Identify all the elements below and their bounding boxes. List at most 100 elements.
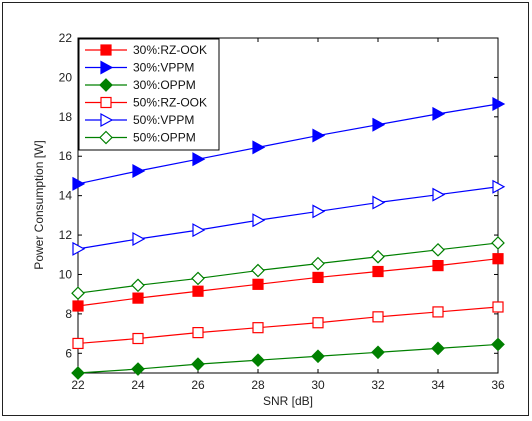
data-point bbox=[312, 204, 326, 219]
legend-marker bbox=[99, 130, 113, 145]
data-point bbox=[132, 332, 144, 345]
legend-item: 50%:RZ-OOK bbox=[85, 96, 207, 110]
data-point bbox=[251, 353, 265, 368]
data-point bbox=[492, 253, 504, 265]
y-tick-label: 22 bbox=[59, 31, 73, 45]
data-point bbox=[132, 164, 146, 179]
y-tick-label: 20 bbox=[59, 70, 73, 84]
x-tick-label: 22 bbox=[71, 378, 85, 392]
data-point bbox=[192, 285, 204, 297]
data-point bbox=[252, 278, 264, 290]
legend-marker bbox=[99, 78, 113, 92]
legend-marker bbox=[100, 96, 112, 109]
data-point bbox=[432, 187, 446, 202]
data-point bbox=[491, 337, 505, 352]
data-point bbox=[252, 213, 266, 228]
legend-item: 50%:OPPM bbox=[85, 131, 196, 145]
data-point bbox=[251, 263, 265, 278]
legend-label: 50%:OPPM bbox=[133, 131, 196, 145]
data-point bbox=[132, 231, 146, 247]
data-point bbox=[131, 278, 145, 293]
x-tick-label: 36 bbox=[491, 378, 505, 392]
legend-marker bbox=[100, 112, 114, 128]
series-2 bbox=[72, 97, 506, 191]
x-tick-label: 34 bbox=[431, 378, 445, 392]
legend-item: 50%:VPPM bbox=[85, 112, 194, 128]
series-1 bbox=[72, 253, 504, 312]
data-point bbox=[492, 179, 506, 194]
legend-label: 50%:RZ-OOK bbox=[133, 96, 207, 110]
data-point bbox=[431, 341, 445, 356]
data-point bbox=[72, 300, 84, 312]
data-point bbox=[312, 128, 326, 143]
legend-item: 30%:RZ-OOK bbox=[85, 43, 207, 57]
data-point bbox=[72, 241, 86, 256]
data-point bbox=[432, 306, 444, 318]
y-tick-label: 16 bbox=[59, 149, 73, 163]
legend-marker bbox=[100, 60, 114, 75]
data-point bbox=[492, 97, 506, 112]
legend-marker bbox=[100, 44, 112, 56]
legend-item: 30%:OPPM bbox=[85, 78, 196, 92]
series-5 bbox=[72, 179, 506, 256]
data-point bbox=[72, 337, 84, 350]
legend-item: 30%:VPPM bbox=[85, 60, 194, 75]
x-tick-label: 32 bbox=[371, 378, 385, 392]
y-tick-label: 12 bbox=[59, 228, 73, 242]
data-point bbox=[252, 140, 266, 155]
data-point bbox=[371, 249, 385, 264]
data-point bbox=[192, 327, 204, 339]
legend-label: 30%:RZ-OOK bbox=[133, 43, 207, 57]
series-line bbox=[77, 242, 499, 294]
x-axis-label: SNR [dB] bbox=[263, 394, 313, 408]
figure-frame: 22 24 26 28 30 32 34 36 6 8 10 12 14 16 18 20 22 30%:RZ-… bbox=[2, 2, 529, 416]
data-point bbox=[372, 195, 386, 210]
data-point bbox=[71, 366, 85, 380]
legend-box bbox=[78, 38, 220, 151]
y-tick-label: 10 bbox=[59, 267, 73, 281]
data-point bbox=[312, 271, 324, 284]
data-point bbox=[432, 106, 446, 121]
series-6 bbox=[71, 236, 505, 301]
series-line bbox=[77, 306, 499, 345]
data-point bbox=[491, 236, 505, 250]
y-tick-label: 18 bbox=[59, 110, 73, 124]
y-tick-label: 14 bbox=[59, 189, 73, 203]
legend-label: 30%:VPPM bbox=[133, 61, 194, 75]
x-tick-label: 28 bbox=[251, 378, 265, 392]
x-tick-label: 24 bbox=[131, 378, 145, 392]
data-point bbox=[72, 176, 86, 191]
data-point bbox=[311, 256, 325, 271]
data-point bbox=[432, 260, 444, 272]
data-point bbox=[132, 292, 144, 304]
series-line bbox=[77, 343, 499, 374]
chart: 22 24 26 28 30 32 34 36 6 8 10 12 14 16 18 20 22 30%:RZ-… bbox=[32, 31, 506, 408]
data-point bbox=[372, 311, 384, 323]
legend-label: 50%:VPPM bbox=[133, 113, 194, 127]
data-point bbox=[191, 271, 205, 286]
x-tick-label: 26 bbox=[191, 378, 205, 392]
data-point bbox=[372, 265, 384, 278]
series-line bbox=[77, 258, 499, 307]
series-4 bbox=[72, 301, 504, 350]
y-tick-label: 8 bbox=[65, 307, 72, 321]
data-point bbox=[252, 322, 264, 334]
data-point bbox=[431, 242, 445, 257]
data-point bbox=[312, 317, 324, 329]
data-point bbox=[371, 345, 385, 360]
data-point bbox=[311, 349, 325, 364]
data-point bbox=[131, 362, 145, 376]
data-point bbox=[191, 357, 205, 371]
data-point bbox=[192, 223, 206, 238]
x-tick-label: 30 bbox=[311, 378, 325, 392]
data-point bbox=[492, 301, 504, 313]
series-3 bbox=[71, 337, 505, 380]
data-point bbox=[192, 152, 206, 167]
data-point bbox=[71, 286, 85, 301]
series-line bbox=[77, 103, 499, 185]
y-tick-label: 6 bbox=[65, 346, 72, 360]
legend-label: 30%:OPPM bbox=[133, 78, 196, 92]
y-axis-label: Power Consumption [W] bbox=[32, 140, 46, 269]
data-point bbox=[372, 117, 386, 132]
series-line bbox=[77, 186, 499, 250]
